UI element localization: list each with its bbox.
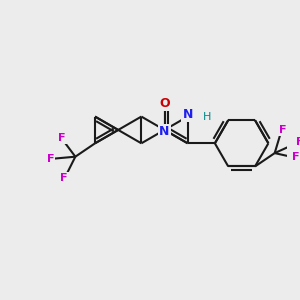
Text: F: F xyxy=(292,152,299,162)
Text: F: F xyxy=(296,136,300,147)
Text: F: F xyxy=(58,133,66,142)
Text: N: N xyxy=(159,125,170,138)
Text: H: H xyxy=(202,112,211,122)
Text: O: O xyxy=(159,97,170,110)
Text: F: F xyxy=(279,125,286,135)
Text: F: F xyxy=(47,154,54,164)
Text: N: N xyxy=(182,108,193,121)
Text: F: F xyxy=(60,173,68,183)
